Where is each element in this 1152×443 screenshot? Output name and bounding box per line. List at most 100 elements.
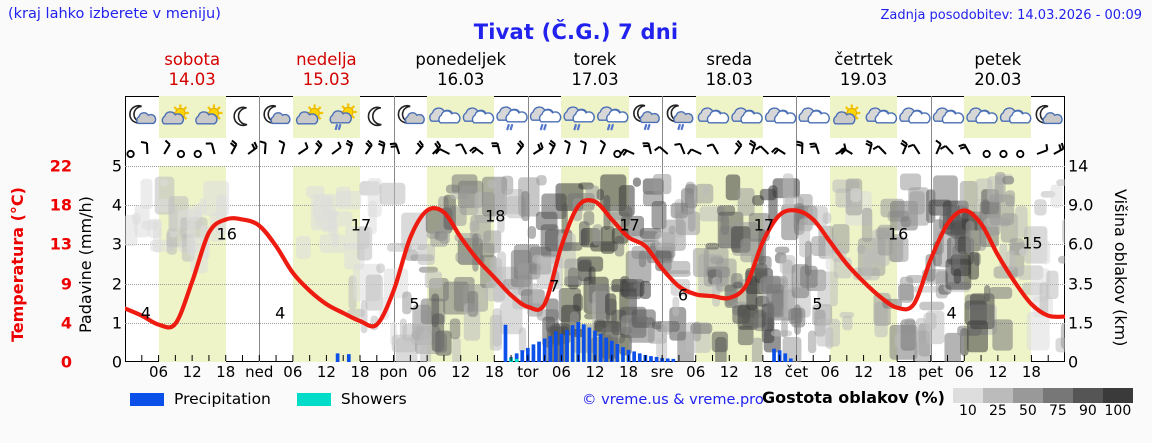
day-date: 20.03 — [974, 70, 1022, 89]
wind-barb — [958, 143, 971, 155]
wind-barb — [314, 139, 323, 155]
temperature-extreme-label-1: 16 — [217, 224, 237, 243]
day-separator-2 — [393, 166, 395, 362]
day-header-3: torek 17.03 — [528, 50, 662, 94]
cloud-ticks-label-4: 1.5 — [1068, 313, 1094, 333]
x-label-16: 06 — [686, 363, 706, 381]
temperature-extreme-label-7: 17 — [619, 216, 639, 235]
weather-icon-cloud-rain — [496, 106, 528, 131]
wind-barb — [613, 149, 622, 159]
wind-barb — [1053, 142, 1065, 155]
wind-barb — [939, 145, 954, 155]
x-label-4: 06 — [283, 363, 303, 381]
x-label-19: čet — [784, 363, 809, 381]
precipitation-bar — [526, 347, 530, 362]
wind-barb — [619, 148, 635, 156]
wind-day-separator-4 — [662, 138, 664, 166]
precipitation-bar — [565, 329, 569, 362]
cloud-height-axis-title: Višina oblakov (km) — [1111, 189, 1130, 347]
weather-icon-cloud — [697, 107, 730, 124]
weather-icon-moon — [233, 106, 248, 127]
precipitation-bar — [548, 336, 553, 362]
x-label-22: 18 — [887, 363, 907, 381]
cloud-density-raster — [125, 171, 1065, 362]
temperature-extreme-label-3: 17 — [351, 216, 371, 235]
wind-barb — [654, 145, 669, 155]
temperature-curve-layer: 4 16 4 17 5 18 7 17 6 17 5 16 4 15 — [125, 198, 1065, 330]
weather-icon-cloud — [999, 107, 1032, 124]
weather-icon-cloud — [764, 107, 797, 124]
x-label-7: pon — [379, 363, 408, 381]
cloud-ticks-label-1: 9.0 — [1068, 195, 1094, 215]
wind-day-separator-5 — [796, 138, 798, 166]
precipitation-bar — [654, 356, 659, 362]
wind-barb — [140, 141, 149, 155]
temperature-extreme-label-0: 4 — [141, 303, 151, 322]
x-label-15: sre — [650, 363, 674, 381]
precipitation-bar — [576, 322, 581, 362]
x-label-12: 06 — [551, 363, 571, 381]
cloud-density-colorbar — [952, 388, 1133, 403]
weather-icon-moon-cloud — [1035, 105, 1063, 125]
precipitation-bar — [542, 338, 547, 362]
precipitation-bar — [570, 325, 575, 362]
x-label-17: 12 — [719, 363, 739, 381]
precipitation-bar — [520, 350, 525, 362]
wind-barb — [564, 139, 571, 155]
density-cell-100 — [1102, 388, 1133, 403]
precipitation-bar — [335, 353, 340, 362]
wind-barb — [126, 149, 135, 159]
density-tick-2: 50 — [1018, 403, 1037, 419]
wind-barb — [1016, 149, 1025, 159]
wind-barb — [229, 139, 238, 155]
day-header-1: nedelja 15.03 — [259, 50, 393, 94]
x-label-6: 18 — [350, 363, 370, 381]
weather-icon-cloud — [966, 107, 998, 124]
wind-barb — [907, 143, 921, 155]
wind-barb — [435, 148, 450, 155]
graph-plot-area: 4 16 4 17 5 18 7 17 6 17 5 16 4 15 — [125, 166, 1065, 362]
weather-icon-sun-cloud — [195, 104, 223, 125]
day-name: petek — [974, 50, 1022, 69]
precipitation-bar — [587, 327, 592, 362]
gridline-4 — [125, 205, 1065, 207]
wind-barb — [432, 140, 442, 155]
x-label-24: 06 — [954, 363, 974, 381]
precipitation-axis-title: Padavine (mm/h) — [76, 196, 95, 334]
x-label-25: 12 — [988, 363, 1008, 381]
density-tick-3: 75 — [1048, 403, 1067, 419]
day-name: torek — [573, 50, 617, 69]
x-label-26: 18 — [1021, 363, 1041, 381]
wind-barb — [865, 139, 873, 155]
day-name: četrtek — [834, 50, 893, 69]
x-label-13: 12 — [585, 363, 605, 381]
x-label-21: 12 — [854, 363, 874, 381]
wind-barb — [176, 149, 186, 159]
temperature-extreme-label-9: 17 — [754, 216, 774, 235]
temperature-extreme-label-2: 4 — [275, 303, 285, 322]
cloud-density-tick-labels: 10 25 50 75 90 100 — [953, 403, 1133, 419]
wind-barb — [935, 139, 942, 155]
x-label-2: 18 — [216, 363, 236, 381]
wind-day-separator-6 — [930, 138, 932, 166]
copyright-text: © vreme.us & vreme.pro — [582, 392, 764, 408]
wind-barb — [579, 139, 587, 155]
wind-barb — [247, 141, 258, 155]
x-label-18: 18 — [753, 363, 773, 381]
precipitation-bar — [783, 353, 788, 362]
wind-day-separator-2 — [393, 138, 395, 166]
x-label-23: pet — [918, 363, 944, 381]
day-date: 18.03 — [705, 70, 753, 89]
wind-day-separator-1 — [259, 138, 261, 166]
density-tick-1: 25 — [988, 403, 1007, 419]
weather-icon-cloud — [932, 107, 965, 124]
day-header-4: sreda 18.03 — [662, 50, 796, 94]
wind-barb — [755, 145, 770, 155]
x-label-1: 12 — [182, 363, 202, 381]
wind-barb — [734, 140, 743, 155]
density-tick-5: 100 — [1104, 403, 1132, 419]
weather-icon-sun-cloud-rain — [329, 103, 357, 131]
wind-barb — [469, 146, 484, 155]
wind-barb — [297, 141, 309, 155]
precipitation-bar — [649, 356, 653, 362]
